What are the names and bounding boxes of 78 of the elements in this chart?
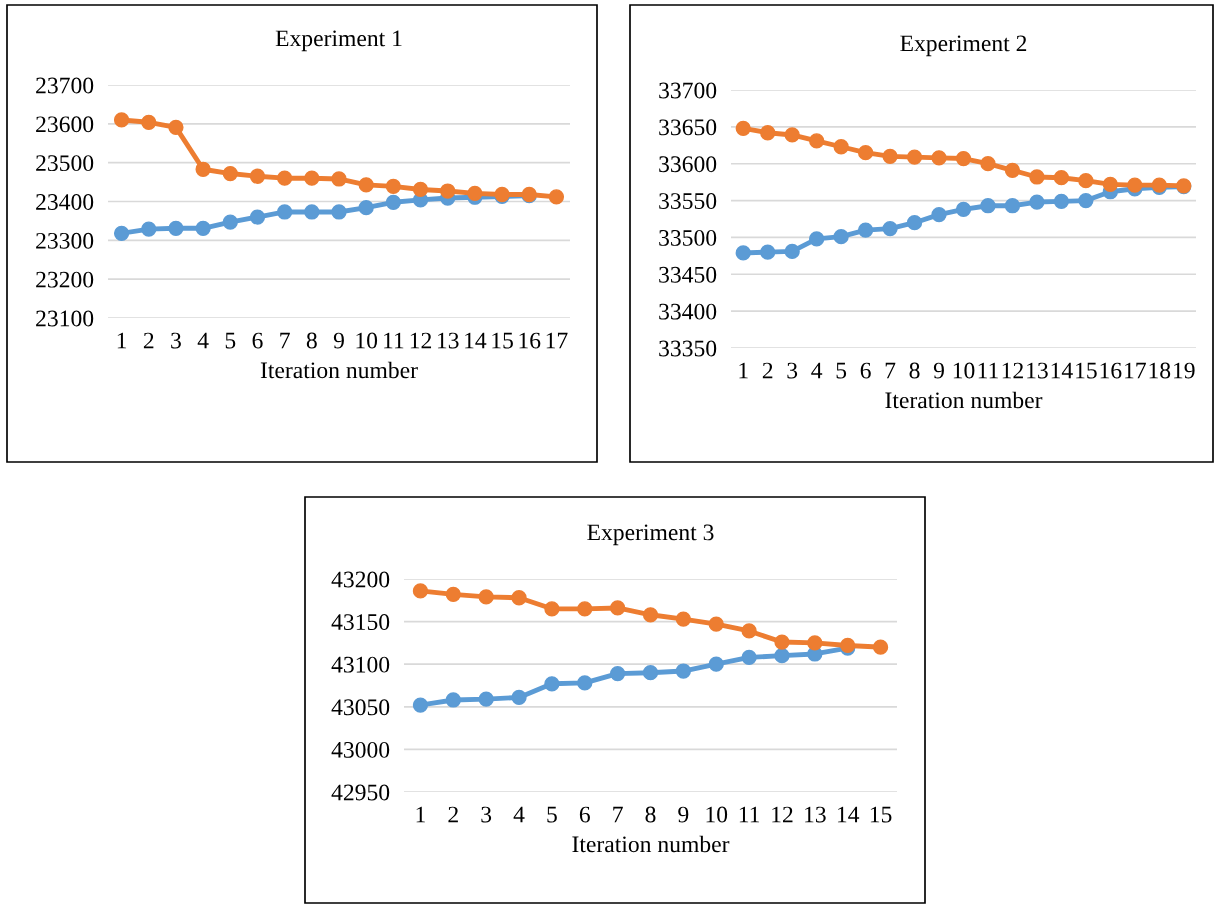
x-tick-label: 12 xyxy=(410,332,432,349)
x-tick-label: 9 xyxy=(933,362,944,379)
x-tick-label: 15 xyxy=(492,332,513,349)
x-tick-label: 1 xyxy=(117,332,127,349)
x-tick-label: 8 xyxy=(909,362,920,379)
y-tick-label: 23300 xyxy=(36,232,94,249)
y-tick-label: 23200 xyxy=(36,271,94,288)
x-tick-label: 13 xyxy=(805,806,826,823)
y-tick-label: 33350 xyxy=(659,340,717,357)
x-tick-label: 2 xyxy=(143,332,154,349)
x-tick-label: 8 xyxy=(306,332,317,349)
x-tick-label: 12 xyxy=(772,806,793,823)
x-tick-label: 12 xyxy=(1002,362,1023,379)
x-tick-label: 10 xyxy=(356,332,378,349)
x-tick-label: 10 xyxy=(706,806,728,823)
y-tick-label: 33450 xyxy=(659,266,717,283)
y-tick-label: 33550 xyxy=(659,193,717,209)
x-tick-label: 15 xyxy=(1076,362,1097,379)
x-tick-label: 13 xyxy=(1027,362,1048,379)
x-axis-title: Iteration number xyxy=(260,361,418,379)
x-tick-label: 2 xyxy=(448,806,458,823)
x-tick-label: 4 xyxy=(513,806,525,823)
y-tick-label: 23700 xyxy=(36,77,94,94)
chart-title: Experiment 3 xyxy=(587,524,714,546)
y-tick-label: 43200 xyxy=(331,571,390,588)
x-tick-label: 17 xyxy=(546,332,568,349)
chart-title: Experiment 2 xyxy=(900,35,1027,57)
x-tick-label: 16 xyxy=(519,332,541,349)
x-tick-label: 11 xyxy=(978,362,998,379)
y-tick-label: 33650 xyxy=(659,119,717,136)
x-tick-label: 10 xyxy=(953,362,975,379)
x-tick-label: 6 xyxy=(860,362,871,379)
y-tick-label: 33600 xyxy=(659,156,717,173)
y-tick-label: 43000 xyxy=(331,741,390,758)
y-tick-label: 43050 xyxy=(331,699,390,716)
y-tick-label: 43150 xyxy=(331,614,390,631)
x-tick-label: 16 xyxy=(1100,362,1122,379)
x-axis-title: Iteration number xyxy=(572,835,730,853)
y-tick-label: 23400 xyxy=(36,193,94,210)
y-tick-label: 23100 xyxy=(36,310,94,327)
x-tick-label: 17 xyxy=(1125,362,1146,379)
x-tick-label: 3 xyxy=(787,362,798,379)
x-tick-label: 11 xyxy=(739,806,760,823)
y-tick-label: 23600 xyxy=(36,116,94,133)
x-tick-label: 3 xyxy=(481,806,492,823)
x-tick-label: 5 xyxy=(547,806,557,823)
y-tick-label: 23500 xyxy=(36,155,94,172)
x-tick-label: 9 xyxy=(678,806,689,823)
x-tick-label: 7 xyxy=(280,332,290,349)
x-tick-label: 2 xyxy=(762,362,773,379)
x-tick-label: 11 xyxy=(384,332,404,349)
chart-title: Experiment 1 xyxy=(275,30,402,52)
x-tick-label: 14 xyxy=(837,806,860,823)
y-tick-label: 33500 xyxy=(659,229,717,246)
x-tick-label: 7 xyxy=(885,362,896,379)
y-tick-label: 42950 xyxy=(331,784,390,801)
x-tick-label: 7 xyxy=(613,806,623,823)
x-axis-title: Iteration number xyxy=(885,391,1043,409)
x-tick-label: 4 xyxy=(197,332,209,349)
x-tick-label: 9 xyxy=(333,332,344,349)
x-tick-label: 5 xyxy=(225,332,236,349)
x-tick-label: 14 xyxy=(1051,362,1073,379)
x-tick-label: 18 xyxy=(1149,362,1171,379)
x-tick-label: 6 xyxy=(579,806,590,823)
x-tick-label: 1 xyxy=(739,362,748,379)
y-tick-label: 33700 xyxy=(659,82,717,99)
x-tick-label: 5 xyxy=(836,362,847,379)
x-tick-label: 19 xyxy=(1174,362,1195,379)
x-tick-label: 3 xyxy=(171,332,181,349)
x-tick-label: 6 xyxy=(252,332,263,349)
y-tick-label: 43100 xyxy=(331,656,390,673)
x-tick-label: 1 xyxy=(416,806,425,823)
x-tick-label: 14 xyxy=(465,332,487,349)
x-tick-label: 8 xyxy=(645,806,656,823)
y-tick-label: 33400 xyxy=(659,303,717,320)
x-tick-label: 4 xyxy=(811,362,823,379)
x-tick-label: 13 xyxy=(437,332,459,349)
x-tick-label: 15 xyxy=(870,806,892,823)
